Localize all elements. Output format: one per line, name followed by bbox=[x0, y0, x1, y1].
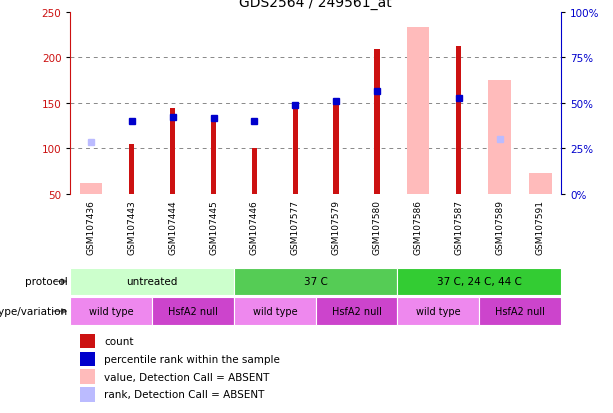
Bar bbox=[479, 298, 561, 325]
Bar bbox=[70, 298, 152, 325]
Text: 37 C: 37 C bbox=[304, 277, 327, 287]
Bar bbox=[80, 352, 95, 366]
Title: GDS2564 / 249561_at: GDS2564 / 249561_at bbox=[239, 0, 392, 10]
Text: GSM107436: GSM107436 bbox=[86, 199, 96, 254]
Bar bbox=[316, 298, 397, 325]
Bar bbox=[80, 387, 95, 402]
Text: HsfA2 null: HsfA2 null bbox=[168, 306, 218, 316]
Bar bbox=[129, 145, 134, 195]
Text: GSM107446: GSM107446 bbox=[250, 199, 259, 254]
Bar bbox=[70, 268, 234, 295]
Bar bbox=[375, 50, 379, 195]
Bar bbox=[333, 102, 339, 195]
Text: GSM107586: GSM107586 bbox=[413, 199, 422, 254]
Text: HsfA2 null: HsfA2 null bbox=[495, 306, 545, 316]
Text: wild type: wild type bbox=[253, 306, 297, 316]
Text: GSM107444: GSM107444 bbox=[168, 199, 177, 254]
Text: untreated: untreated bbox=[126, 277, 178, 287]
Text: wild type: wild type bbox=[416, 306, 460, 316]
Text: genotype/variation: genotype/variation bbox=[0, 306, 67, 316]
Bar bbox=[234, 298, 316, 325]
Bar bbox=[80, 184, 102, 195]
Bar bbox=[292, 105, 298, 195]
Bar bbox=[80, 370, 95, 384]
Text: GSM107589: GSM107589 bbox=[495, 199, 504, 254]
Bar bbox=[252, 149, 257, 195]
Text: GSM107443: GSM107443 bbox=[128, 199, 136, 254]
Bar bbox=[397, 298, 479, 325]
Text: GSM107587: GSM107587 bbox=[454, 199, 463, 254]
Bar bbox=[456, 47, 462, 195]
Text: count: count bbox=[104, 337, 134, 347]
Text: HsfA2 null: HsfA2 null bbox=[332, 306, 381, 316]
Bar bbox=[406, 28, 429, 195]
Bar bbox=[80, 334, 95, 349]
Bar bbox=[170, 109, 175, 195]
Bar bbox=[397, 268, 561, 295]
Bar bbox=[211, 119, 216, 195]
Text: percentile rank within the sample: percentile rank within the sample bbox=[104, 354, 280, 364]
Text: GSM107577: GSM107577 bbox=[291, 199, 300, 254]
Text: protocol: protocol bbox=[25, 277, 67, 287]
Text: 37 C, 24 C, 44 C: 37 C, 24 C, 44 C bbox=[436, 277, 522, 287]
Text: GSM107580: GSM107580 bbox=[373, 199, 381, 254]
Text: wild type: wild type bbox=[89, 306, 134, 316]
Text: GSM107591: GSM107591 bbox=[536, 199, 545, 254]
Text: GSM107445: GSM107445 bbox=[209, 199, 218, 254]
Bar bbox=[529, 173, 552, 195]
Text: rank, Detection Call = ABSENT: rank, Detection Call = ABSENT bbox=[104, 389, 265, 399]
Bar bbox=[152, 298, 234, 325]
Bar bbox=[489, 81, 511, 195]
Text: GSM107579: GSM107579 bbox=[332, 199, 341, 254]
Bar bbox=[234, 268, 397, 295]
Text: value, Detection Call = ABSENT: value, Detection Call = ABSENT bbox=[104, 372, 270, 382]
